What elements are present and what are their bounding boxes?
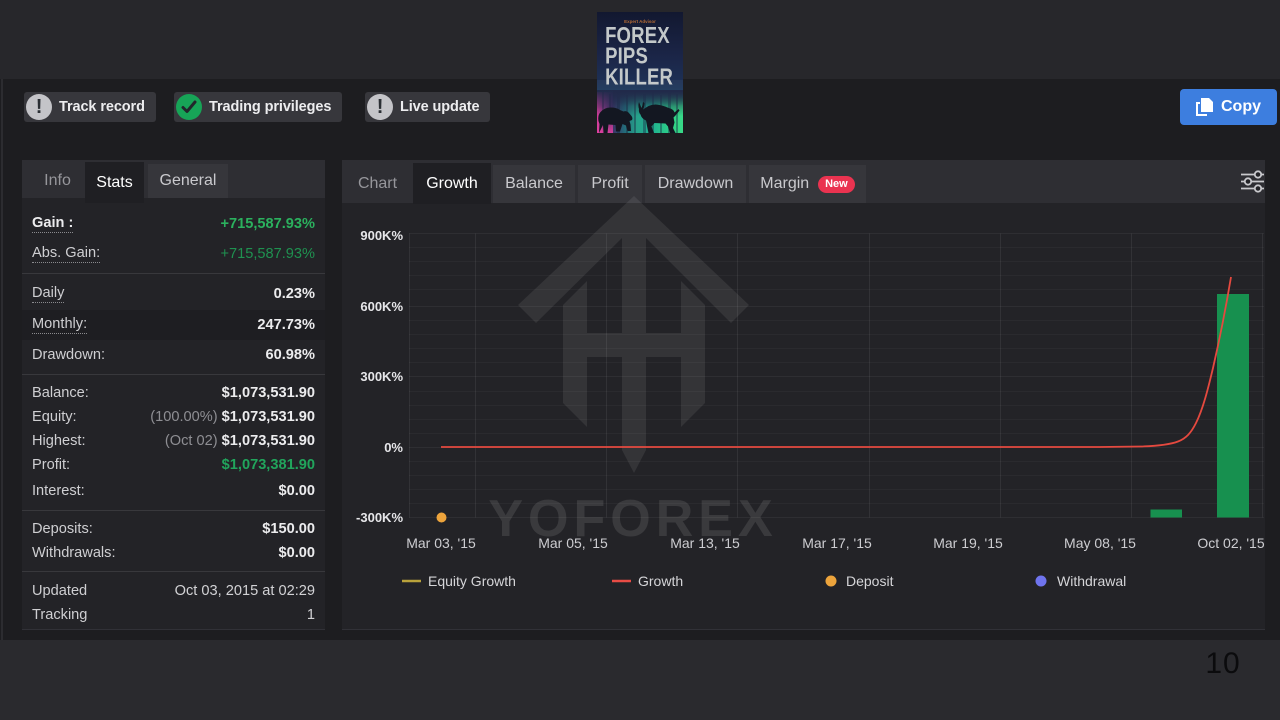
svg-text:Mar 19, '15: Mar 19, '15: [933, 535, 1003, 551]
svg-text:900K%: 900K%: [360, 228, 403, 243]
svg-text:Expert Advisor: Expert Advisor: [624, 19, 656, 24]
svg-text:-300K%: -300K%: [356, 510, 403, 525]
svg-text:Oct 02, '15: Oct 02, '15: [1197, 535, 1264, 551]
svg-text:0%: 0%: [384, 440, 403, 455]
svg-text:Growth: Growth: [638, 573, 683, 589]
svg-text:YOFOREX: YOFOREX: [488, 490, 777, 548]
svg-text:Mar 05, '15: Mar 05, '15: [538, 535, 608, 551]
svg-text:300K%: 300K%: [360, 369, 403, 384]
svg-text:PIPS: PIPS: [605, 44, 648, 69]
svg-text:Deposit: Deposit: [846, 573, 894, 589]
svg-text:Mar 13, '15: Mar 13, '15: [670, 535, 740, 551]
svg-text:Withdrawal: Withdrawal: [1057, 573, 1126, 589]
svg-text:600K%: 600K%: [360, 299, 403, 314]
svg-text:May 08, '15: May 08, '15: [1064, 535, 1136, 551]
svg-text:Mar 17, '15: Mar 17, '15: [802, 535, 872, 551]
svg-text:KILLER: KILLER: [605, 65, 673, 90]
svg-text:Mar 03, '15: Mar 03, '15: [406, 535, 476, 551]
svg-text:Equity Growth: Equity Growth: [428, 573, 516, 589]
svg-text:FOREX: FOREX: [605, 23, 670, 48]
